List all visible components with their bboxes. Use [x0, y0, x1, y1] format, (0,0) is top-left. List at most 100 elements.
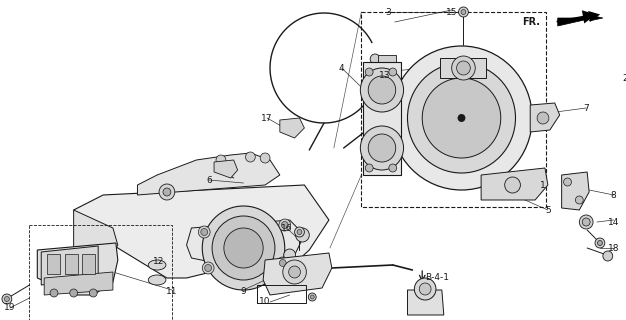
Circle shape: [368, 134, 396, 162]
Polygon shape: [280, 118, 304, 138]
Text: 18: 18: [608, 244, 620, 252]
FancyBboxPatch shape: [47, 254, 60, 274]
Text: 15: 15: [446, 7, 458, 17]
Polygon shape: [558, 15, 603, 26]
Polygon shape: [41, 246, 98, 285]
Text: 1: 1: [540, 180, 546, 189]
Bar: [257, 285, 306, 303]
Circle shape: [205, 265, 212, 271]
Circle shape: [297, 229, 302, 235]
Circle shape: [582, 218, 590, 226]
Text: FR.: FR.: [522, 17, 540, 27]
Circle shape: [391, 46, 532, 190]
Circle shape: [198, 226, 210, 238]
Polygon shape: [74, 185, 329, 285]
Bar: [361, 12, 546, 207]
Polygon shape: [38, 243, 118, 295]
Circle shape: [260, 153, 270, 163]
Text: 14: 14: [608, 218, 619, 227]
FancyArrowPatch shape: [558, 12, 594, 22]
Circle shape: [159, 184, 175, 200]
Bar: [378, 55, 396, 67]
Polygon shape: [481, 168, 548, 200]
Text: 3: 3: [385, 7, 391, 17]
Circle shape: [2, 294, 12, 304]
Circle shape: [563, 178, 572, 186]
Circle shape: [4, 297, 9, 301]
Circle shape: [361, 126, 404, 170]
Circle shape: [69, 289, 78, 297]
Text: 16: 16: [281, 223, 292, 233]
Text: 11: 11: [166, 287, 178, 297]
Polygon shape: [530, 103, 560, 132]
Circle shape: [90, 289, 97, 297]
Circle shape: [452, 56, 475, 80]
Circle shape: [365, 68, 373, 76]
Circle shape: [361, 68, 404, 112]
Polygon shape: [214, 160, 238, 178]
Text: 13: 13: [379, 70, 391, 79]
Text: 12: 12: [153, 258, 165, 267]
Circle shape: [216, 155, 226, 165]
Circle shape: [289, 266, 300, 278]
Circle shape: [163, 188, 171, 196]
Circle shape: [295, 227, 304, 237]
Circle shape: [370, 54, 380, 64]
Circle shape: [279, 260, 286, 267]
Circle shape: [456, 61, 470, 75]
FancyBboxPatch shape: [83, 254, 95, 274]
Text: B-4-1: B-4-1: [425, 274, 449, 283]
Circle shape: [458, 7, 468, 17]
Circle shape: [408, 63, 515, 173]
Circle shape: [597, 241, 602, 245]
Circle shape: [277, 257, 289, 269]
Circle shape: [603, 251, 613, 261]
Text: 5: 5: [545, 205, 551, 214]
Circle shape: [309, 293, 316, 301]
Circle shape: [414, 278, 436, 300]
FancyBboxPatch shape: [65, 254, 78, 274]
Polygon shape: [440, 58, 486, 78]
Circle shape: [50, 289, 58, 297]
Polygon shape: [363, 62, 401, 175]
Circle shape: [283, 260, 306, 284]
Circle shape: [389, 164, 397, 172]
Circle shape: [575, 196, 583, 204]
Circle shape: [365, 164, 373, 172]
Circle shape: [281, 221, 288, 228]
Polygon shape: [263, 253, 332, 295]
Polygon shape: [187, 220, 304, 272]
Text: 2: 2: [623, 74, 626, 83]
Circle shape: [202, 262, 214, 274]
Bar: [29, 225, 172, 320]
Text: 19: 19: [4, 303, 16, 313]
Circle shape: [279, 219, 290, 231]
Circle shape: [579, 215, 593, 229]
Circle shape: [245, 152, 255, 162]
Circle shape: [389, 68, 397, 76]
Circle shape: [212, 216, 275, 280]
Circle shape: [201, 228, 208, 236]
Polygon shape: [408, 290, 444, 315]
Circle shape: [422, 78, 501, 158]
Text: 6: 6: [207, 175, 212, 185]
Polygon shape: [138, 153, 280, 195]
Circle shape: [461, 10, 466, 14]
Circle shape: [310, 295, 314, 299]
Circle shape: [505, 177, 520, 193]
Circle shape: [202, 206, 285, 290]
Circle shape: [368, 76, 396, 104]
Circle shape: [295, 228, 309, 242]
Circle shape: [224, 228, 263, 268]
Ellipse shape: [148, 260, 166, 270]
Polygon shape: [562, 172, 589, 210]
Text: 7: 7: [583, 103, 589, 113]
Circle shape: [419, 283, 431, 295]
Text: 4: 4: [339, 63, 344, 73]
Text: 10: 10: [259, 298, 271, 307]
Circle shape: [537, 112, 549, 124]
Text: 8: 8: [611, 190, 617, 199]
Circle shape: [284, 249, 295, 261]
Circle shape: [458, 114, 465, 122]
Circle shape: [595, 238, 605, 248]
